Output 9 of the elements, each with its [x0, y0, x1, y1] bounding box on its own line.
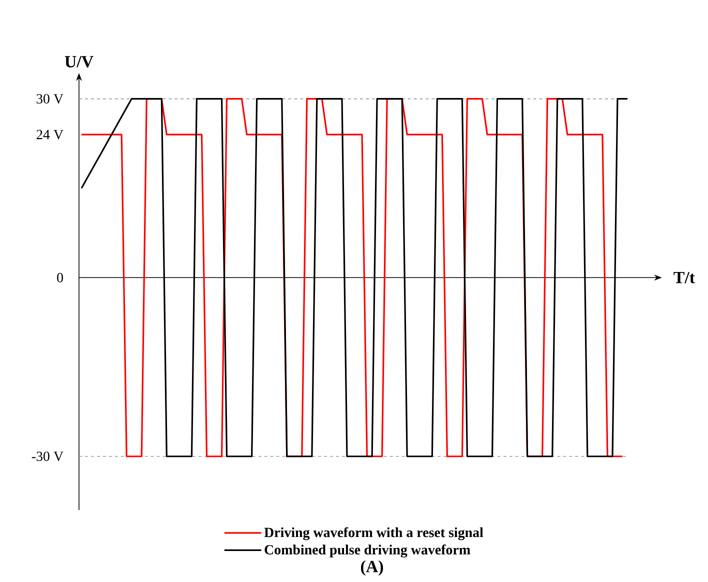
legend-label: Combined pulse driving waveform: [264, 544, 470, 558]
x-axis-title: T/t: [674, 272, 695, 284]
y-axis-title: U/V: [64, 56, 94, 68]
y-tick-label: 24 V: [36, 130, 64, 140]
y-tick-label: 0: [57, 272, 63, 282]
y-tick-label: 30 V: [36, 94, 64, 104]
y-tick-label: -30 V: [32, 452, 64, 462]
text: (A): [361, 560, 384, 576]
legend-label: Driving waveform with a reset signal: [264, 527, 484, 540]
